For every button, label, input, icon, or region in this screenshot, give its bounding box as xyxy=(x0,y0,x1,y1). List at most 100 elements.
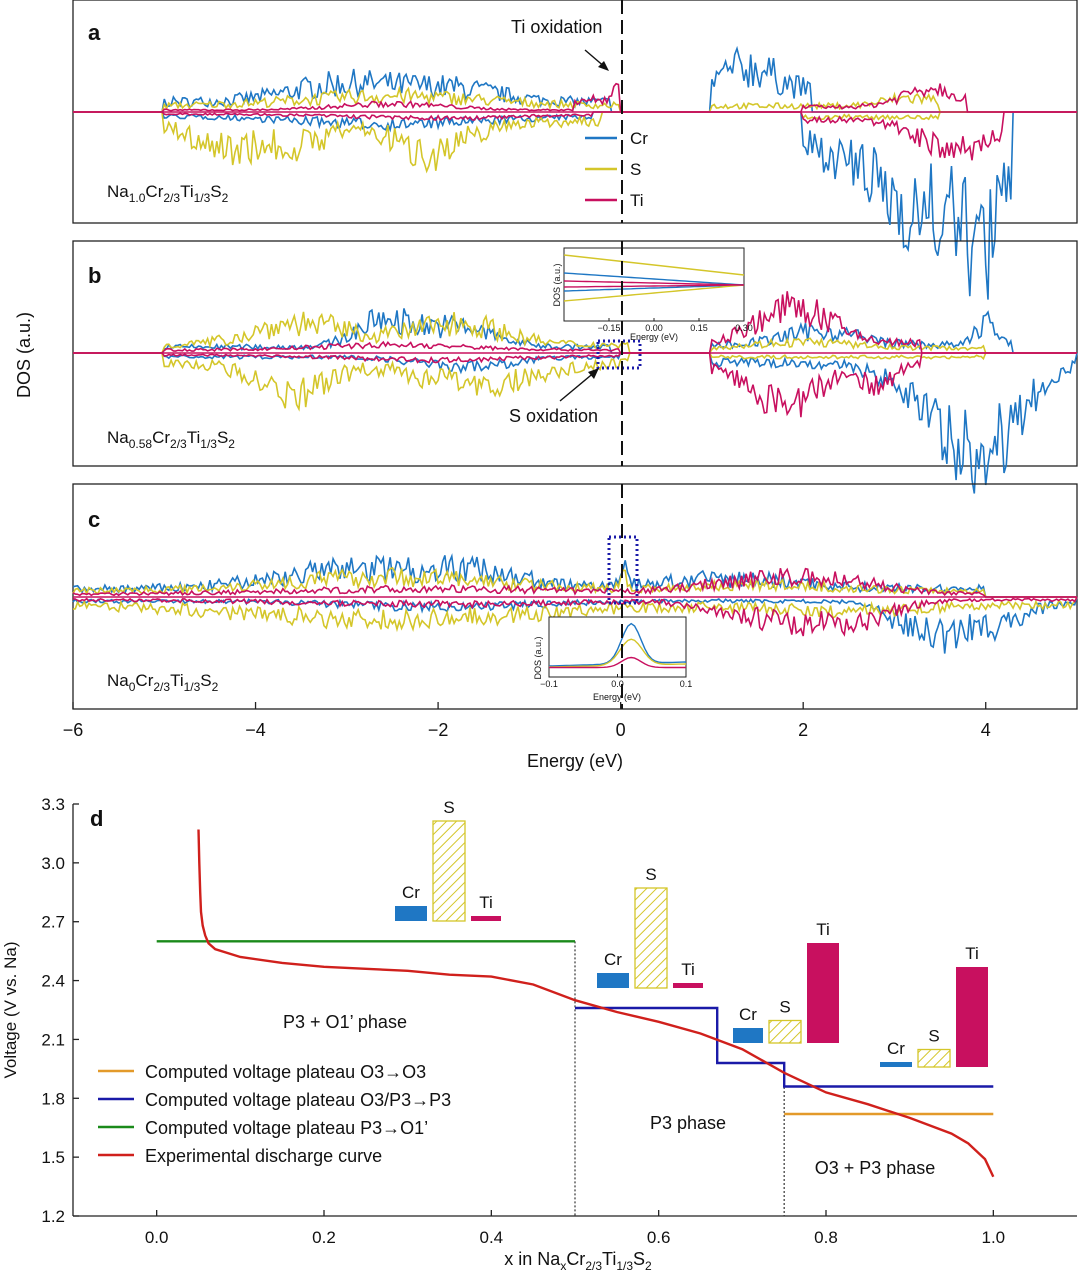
voltage-tick-label: 2.1 xyxy=(41,1030,65,1049)
inset-c-ti xyxy=(549,656,686,669)
panel-d-ticks: 1.2 1.5 1.8 2.1 2.4 2.7 3.0 3.3 0.0 0.2 0.4 0.6 0.8 1… xyxy=(41,795,1005,1247)
composition-tick-label: 1.0 xyxy=(982,1228,1006,1247)
legend-label-cr: Cr xyxy=(630,129,648,148)
panel-d-ylabel: Voltage (V vs. Na) xyxy=(1,941,20,1078)
phase-label-p3: P3 phase xyxy=(650,1113,726,1133)
inset-b-ylabel: DOS (a.u.) xyxy=(552,263,562,306)
bar-s-group-3 xyxy=(768,1019,802,1044)
inset-b-tick-label: 0.15 xyxy=(690,323,708,333)
voltage-tick-label: 3.3 xyxy=(41,795,65,814)
legend-label-experimental: Experimental discharge curve xyxy=(145,1146,382,1166)
panel-d-xlabel: x in NaxCr2/3Ti1/3S2 xyxy=(504,1249,652,1273)
dos-b-cr-down xyxy=(73,352,1078,494)
dos-b-s-down xyxy=(73,352,1077,412)
legend-label-o3p3-p3: Computed voltage plateau O3/P3→P3 xyxy=(145,1090,451,1110)
bar-ti-group-2 xyxy=(673,983,703,988)
inset-b-ti-down xyxy=(563,284,745,288)
inset-c-ylabel: DOS (a.u.) xyxy=(533,636,543,679)
bar-s-group-1 xyxy=(432,820,466,922)
dos-legend: Cr S Ti xyxy=(585,129,648,210)
inset-b-cr-up xyxy=(563,272,745,286)
bar-cr-group-4 xyxy=(880,1062,912,1067)
c-box xyxy=(607,535,639,605)
series-experimental xyxy=(197,829,995,1178)
dos-a-s-down xyxy=(73,111,1077,174)
inset-b-s-down xyxy=(563,284,745,302)
composition-tick-label: 0.2 xyxy=(312,1228,336,1247)
annotation-s-oxidation: S oxidation xyxy=(509,406,598,426)
inset-b-xlabel: Energy (eV) xyxy=(630,332,678,342)
bar-label-ti-group-1: Ti xyxy=(479,893,493,912)
legend-label-ti: Ti xyxy=(630,191,644,210)
bar-label-cr-group-4: Cr xyxy=(887,1039,905,1058)
panel-a-compound: Na1.0Cr2/3Ti1/3S2 xyxy=(107,182,229,205)
annotation-ti-oxidation: Ti oxidation xyxy=(511,17,602,37)
inset-c-curves xyxy=(548,622,687,669)
bar-ti-group-1 xyxy=(471,916,501,921)
dos-a-ti-down xyxy=(73,111,1077,161)
bar-s-group-2 xyxy=(634,887,668,989)
bar-label-cr-group-3: Cr xyxy=(739,1005,757,1024)
inset-b-tick-label: −0.15 xyxy=(598,323,621,333)
dos-a-cr-down xyxy=(73,111,1077,300)
composition-tick-label: 0.6 xyxy=(647,1228,671,1247)
bar-label-s-group-3: S xyxy=(779,998,790,1017)
bar-label-s-group-4: S xyxy=(928,1027,939,1046)
energy-tick-label: 2 xyxy=(798,720,808,740)
panel-c-letter: c xyxy=(88,507,100,532)
voltage-tick-label: 2.4 xyxy=(41,972,65,991)
energy-tick-label: −4 xyxy=(245,720,266,740)
legend-label-p3-o1: Computed voltage plateau P3→O1’ xyxy=(145,1118,428,1138)
dos-a-s-up xyxy=(73,85,1077,113)
inset-b-ti-up xyxy=(563,280,745,286)
inset-c-xlabel: Energy (eV) xyxy=(593,692,641,702)
energy-axis-label: Energy (eV) xyxy=(527,751,623,771)
phase-label-o3-p3: O3 + P3 phase xyxy=(815,1158,936,1178)
voltage-tick-label: 2.7 xyxy=(41,913,65,932)
inset-b-tick-label: 0.00 xyxy=(645,323,663,333)
inset-b-ticks: −0.15 0.00 0.15 0.30 xyxy=(598,318,753,333)
series-o3p3-p3 xyxy=(575,1006,994,1088)
voltage-tick-label: 1.8 xyxy=(41,1089,65,1108)
voltage-tick-label: 3.0 xyxy=(41,854,65,873)
inset-c-tick-label: 0.1 xyxy=(680,679,693,689)
energy-tick-label: −6 xyxy=(63,720,84,740)
dos-b-ti-down xyxy=(73,352,1077,418)
inset-c-tick-label: 0.0 xyxy=(611,679,624,689)
bar-label-ti-group-2: Ti xyxy=(681,960,695,979)
bar-label-cr-group-2: Cr xyxy=(604,950,622,969)
panel-b-curves xyxy=(73,291,1078,494)
energy-tick-label: −2 xyxy=(428,720,449,740)
panel-c-compound: Na0Cr2/3Ti1/3S2 xyxy=(107,671,219,694)
phase-boundaries xyxy=(574,941,785,1216)
panel-c: c Na0Cr2/3Ti1/3S2 DOS (a.u.) −0.1 0.0 0.1 … xyxy=(72,483,1078,710)
annotation-arrowhead-ti xyxy=(598,61,609,71)
legend-label-o3-o3: Computed voltage plateau O3→O3 xyxy=(145,1062,426,1082)
voltage-tick-label: 1.2 xyxy=(41,1207,65,1226)
annotation-arrow-s xyxy=(559,370,597,402)
dos-b-s-up xyxy=(73,311,1077,354)
panel-a: a Na1.0Cr2/3Ti1/3S2 Ti oxidation Cr S Ti xyxy=(72,0,1078,300)
energy-axis: −6 −4 −2 0 2 4 xyxy=(63,702,991,740)
inset-c-tick-label: −0.1 xyxy=(540,679,558,689)
panel-d-legend: Computed voltage plateau O3→O3 Computed … xyxy=(98,1062,451,1166)
bar-label-ti-group-3: Ti xyxy=(816,920,830,939)
inset-b-tick-label: 0.30 xyxy=(735,323,753,333)
inset-c: DOS (a.u.) −0.1 0.0 0.1 Energy (eV) xyxy=(533,616,693,702)
energy-tick-label: 4 xyxy=(981,720,991,740)
composition-tick-label: 0.0 xyxy=(145,1228,169,1247)
bar-ti-group-4 xyxy=(956,967,988,1067)
panel-b: b Na0.58Cr2/3Ti1/3S2 S oxidation DOS (a.… xyxy=(72,240,1078,494)
composition-tick-label: 0.4 xyxy=(480,1228,504,1247)
inset-b: DOS (a.u.) −0.15 0.00 0.15 0.30 Energy (eV) xyxy=(552,247,753,342)
dos-a-ti-up xyxy=(73,82,1077,113)
phase-label-p3-o1: P3 + O1’ phase xyxy=(283,1012,407,1032)
panel-d-series xyxy=(156,829,995,1178)
bar-label-s-group-1: S xyxy=(443,798,454,817)
inset-b-curves xyxy=(563,254,745,302)
panel-a-curves xyxy=(73,45,1077,300)
voltage-tick-label: 1.5 xyxy=(41,1148,65,1167)
bar-ti-group-3 xyxy=(807,943,839,1043)
dos-c-ti-up xyxy=(72,567,1077,598)
